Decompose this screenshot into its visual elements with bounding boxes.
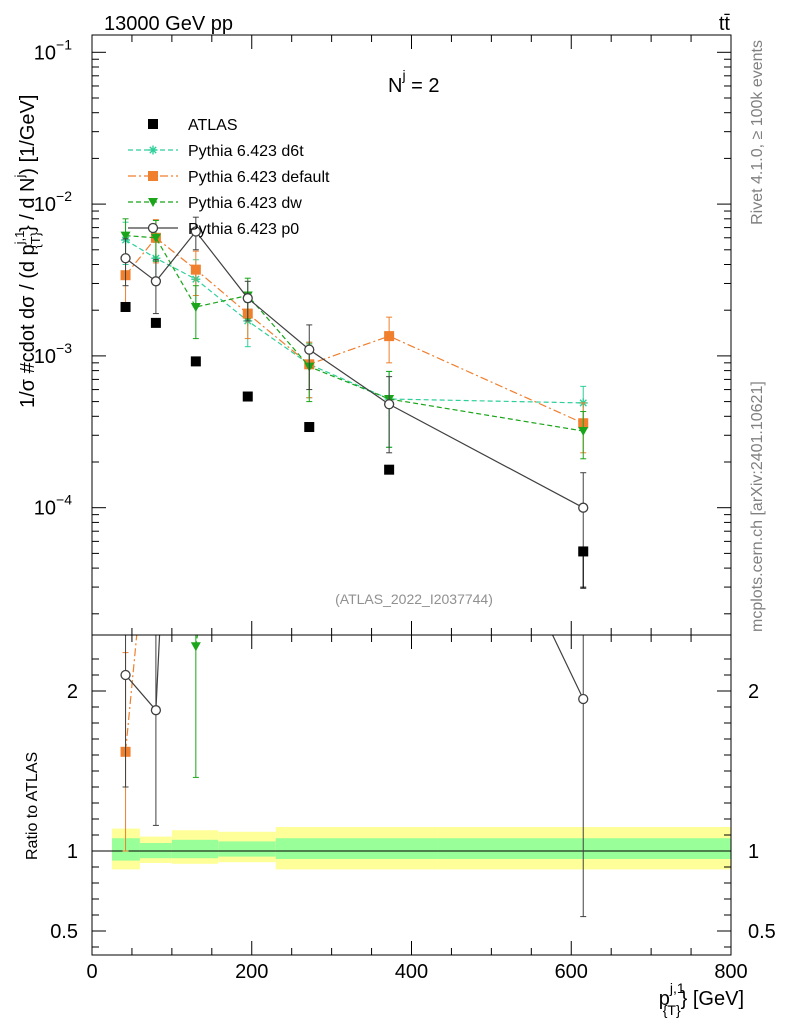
ratio-series-line xyxy=(125,635,584,712)
analysis-id-label: (ATLAS_2022_I2037744) xyxy=(335,591,493,607)
x-tick-label: 0 xyxy=(86,961,97,983)
main-y-tick-label: 10−3 xyxy=(34,340,72,368)
main-plot-panel: 10−1 10−2 10−3 10−4 Nj = 2 (ATLAS_2022_I203… xyxy=(12,34,732,636)
multiplicity-annotation: Nj = 2 xyxy=(388,67,440,97)
ratio-data-point xyxy=(120,669,131,681)
legend-label: Pythia 6.423 dw xyxy=(188,195,302,212)
ratio-data-point xyxy=(190,642,201,652)
legend-marker xyxy=(148,198,158,207)
legend-entry: Pythia 6.423 default xyxy=(128,169,330,186)
legend-label: Pythia 6.423 default xyxy=(188,169,330,186)
ratio-y-tick-label: 0.5 xyxy=(50,921,78,943)
inner-band xyxy=(218,841,276,857)
data-point xyxy=(120,253,131,264)
data-point xyxy=(384,464,395,475)
x-tick-label: 600 xyxy=(555,961,588,983)
ratio-axis-ticks: 0.5 0.5 1 1 2 2 0 200 400 600 800 xyxy=(50,635,776,983)
legend-label: Pythia 6.423 d6t xyxy=(188,143,304,160)
ratio-plot-frame xyxy=(91,634,732,956)
ratio-y-axis-label: Ratio to ATLAS xyxy=(24,752,41,860)
x-tick-label: 200 xyxy=(235,961,268,983)
ratio-series-line xyxy=(124,635,138,752)
legend-entry: Pythia 6.423 d6t xyxy=(128,143,304,160)
legend-label: ATLAS xyxy=(188,117,238,134)
ratio-y-tick-label-right: 0.5 xyxy=(748,921,776,943)
mcplots-site-label: mcplots.cern.ch [arXiv:2401.10621] xyxy=(749,381,766,632)
data-point xyxy=(578,502,589,513)
legend-entry: Pythia 6.423 p0 xyxy=(128,221,299,238)
ratio-y-tick-label-right: 2 xyxy=(748,681,759,703)
legend-entry: Pythia 6.423 dw xyxy=(128,195,302,212)
ratio-plot-panel: 0.5 0.5 1 1 2 2 0 200 400 600 800 Ratio to ATLAS p… xyxy=(24,634,776,1018)
main-y-tick-label: 10−1 xyxy=(34,36,72,64)
ratio-data-point xyxy=(578,693,589,705)
main-series-group xyxy=(120,216,589,589)
legend-marker xyxy=(148,145,158,155)
data-point xyxy=(578,427,589,437)
main-y-tick-label: 10−4 xyxy=(34,492,72,520)
series-pythia-6-423-d6t xyxy=(121,221,588,448)
data-point xyxy=(190,264,201,275)
data-point xyxy=(384,331,395,342)
data-point xyxy=(150,276,162,287)
inner-band xyxy=(275,838,438,859)
data-point xyxy=(578,546,589,557)
rivet-version-label: Rivet 4.1.0, ≥ 100k events xyxy=(749,40,766,225)
data-point xyxy=(242,293,253,304)
ratio-y-tick-label-right: 1 xyxy=(748,841,759,863)
ratio-y-tick-label: 2 xyxy=(67,681,78,703)
inner-band xyxy=(437,838,731,859)
ratio-series-clipped xyxy=(120,635,589,918)
legend: ATLAS Pythia 6.423 d6t Pythia 6.423 defaul… xyxy=(128,117,330,238)
legend-label: Pythia 6.423 p0 xyxy=(188,221,299,238)
legend-marker xyxy=(148,119,158,129)
data-point xyxy=(150,233,161,243)
data-point xyxy=(190,226,201,237)
series-atlas xyxy=(120,301,589,589)
main-y-tick-label: 10−2 xyxy=(34,188,72,216)
main-axis-ticks: 10−1 10−2 10−3 10−4 xyxy=(34,35,732,635)
header-energy-label: 13000 GeV pp xyxy=(104,13,233,35)
ratio-series-pythia-6-423-dw xyxy=(190,635,201,778)
data-point xyxy=(242,391,253,402)
x-tick-label: 800 xyxy=(714,961,747,983)
ratio-y-tick-label: 1 xyxy=(67,841,78,863)
ratio-series-line xyxy=(195,635,199,647)
data-point xyxy=(120,231,131,241)
ratio-series-pythia-6-423-p0 xyxy=(120,635,589,918)
data-point xyxy=(120,301,131,312)
data-point xyxy=(304,422,315,433)
x-tick-label: 400 xyxy=(395,961,428,983)
ratio-data-point xyxy=(150,705,162,716)
data-point xyxy=(190,302,201,312)
main-y-axis-label: 1/σ #cdot dσ / (d pj,1{T}} / d Nj) [1/Ge… xyxy=(12,95,43,408)
data-point xyxy=(150,317,161,328)
inner-band xyxy=(171,839,219,859)
header-process-label: tt̄ xyxy=(719,13,731,35)
legend-marker xyxy=(148,171,158,181)
series-pythia-6-423-default xyxy=(120,219,589,454)
ratio-uncertainty-bands xyxy=(92,827,731,870)
series-line xyxy=(125,239,584,404)
x-axis-label: pj,1 {T}} [GeV] xyxy=(659,980,744,1018)
data-point xyxy=(190,356,201,367)
legend-entry: ATLAS xyxy=(148,117,238,134)
series-pythia-6-423-dw xyxy=(120,218,589,460)
data-point xyxy=(383,399,395,410)
legend-marker xyxy=(147,222,159,234)
data-point xyxy=(304,344,315,355)
ratio-series-group xyxy=(120,635,589,918)
